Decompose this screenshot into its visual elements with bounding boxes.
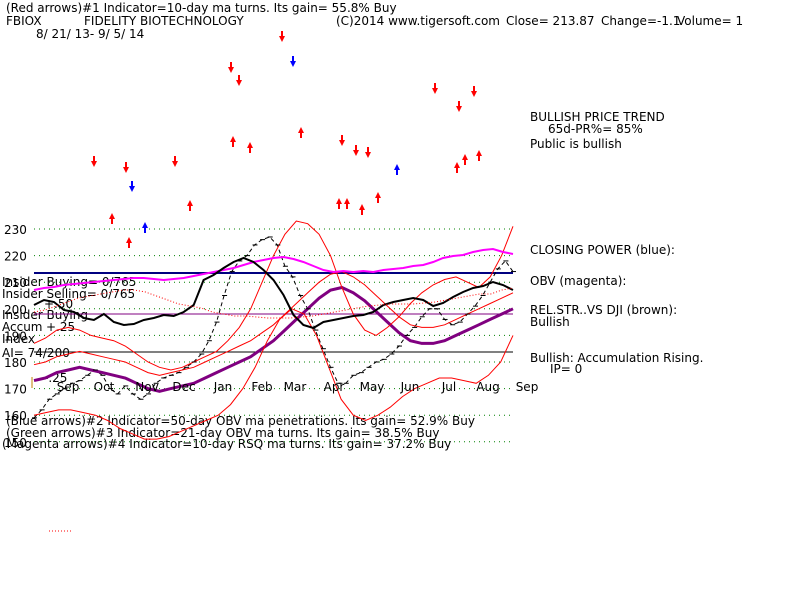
red-up-arrow bbox=[462, 154, 468, 165]
change-value: Change=-1.1 bbox=[601, 14, 681, 28]
red-down-arrow bbox=[471, 86, 477, 97]
y-tick-label: 150 bbox=[4, 436, 27, 450]
x-tick-label: Oct bbox=[94, 380, 115, 394]
indicator-4-text: (Magenta arrows)#4 Indicator=10-day RSQ … bbox=[2, 437, 452, 451]
x-tick-label: Mar bbox=[284, 380, 307, 394]
y-tick-label: 200 bbox=[4, 303, 27, 317]
trend-title: BULLISH PRICE TREND bbox=[530, 110, 665, 124]
red-down-arrow bbox=[172, 156, 178, 167]
indicator-3-text: (Green arrows)#3 Indicator=21-day OBV ma… bbox=[6, 426, 440, 440]
red-down-arrow bbox=[432, 83, 438, 94]
closing-power-line bbox=[33, 256, 514, 330]
y-tick-label: 220 bbox=[4, 250, 27, 264]
red-down-arrow bbox=[279, 31, 285, 42]
x-tick-label: Aug bbox=[476, 380, 499, 394]
x-tick-label: Apr bbox=[324, 380, 345, 394]
accum-label: Accum bbox=[2, 320, 43, 334]
x-tick-label: Jan bbox=[213, 380, 233, 394]
obv-label: OBV (magenta): bbox=[530, 274, 627, 288]
lower-band-line bbox=[33, 308, 514, 440]
blue-down-arrow bbox=[290, 56, 296, 67]
red-up-arrow bbox=[298, 127, 304, 138]
y-tick-label: 170 bbox=[4, 383, 27, 397]
inner-band-line bbox=[33, 271, 514, 376]
relstr-status: Bullish bbox=[530, 315, 570, 329]
volume-value: Volume= 1 bbox=[677, 14, 744, 28]
x-tick-label: Dec bbox=[172, 380, 195, 394]
red-down-arrow bbox=[365, 147, 371, 158]
red-up-arrow bbox=[109, 213, 115, 224]
x-tick-label: Jun bbox=[400, 380, 420, 394]
copyright: (C)2014 www.tigersoft.com bbox=[336, 14, 500, 28]
x-tick-label: Sep bbox=[516, 380, 539, 394]
date-range: 8/ 21/ 13- 9/ 5/ 14 bbox=[36, 27, 145, 41]
red-down-arrow bbox=[456, 101, 462, 112]
red-down-arrow bbox=[339, 135, 345, 146]
red-up-arrow bbox=[359, 204, 365, 215]
fund-name: FIDELITY BIOTECHNOLOGY bbox=[84, 14, 244, 28]
ai-value: AI= 74/200 bbox=[2, 346, 70, 360]
x-tick-label: Sep bbox=[57, 380, 80, 394]
plus25-label: +.25 bbox=[46, 320, 76, 334]
red-down-arrow bbox=[91, 156, 97, 167]
red-up-arrow bbox=[454, 162, 460, 173]
y-tick-label: 230 bbox=[4, 223, 27, 237]
red-down-arrow bbox=[353, 145, 359, 156]
y-tick-label: 180 bbox=[4, 356, 27, 370]
red-down-arrow bbox=[228, 62, 234, 73]
red-up-arrow bbox=[344, 198, 350, 209]
red-up-arrow bbox=[375, 192, 381, 203]
obv-line bbox=[33, 247, 514, 291]
red-down-arrow bbox=[236, 75, 242, 86]
y-tick-label: 160 bbox=[4, 409, 27, 423]
fund-symbol: FBIOX bbox=[6, 14, 42, 28]
indicator-1-text: (Red arrows)#1 Indicator=10-day ma turns… bbox=[6, 1, 397, 15]
red-up-arrow bbox=[187, 200, 193, 211]
blue-down-arrow bbox=[129, 181, 135, 192]
pr-value: 65d-PR%= 85% bbox=[548, 122, 643, 136]
red-up-arrow bbox=[230, 136, 236, 147]
price-series-line bbox=[33, 236, 514, 419]
y-tick-label: 190 bbox=[4, 329, 27, 343]
x-tick-label: Feb bbox=[251, 380, 272, 394]
insider-buying-2: Insider Buying bbox=[2, 308, 88, 322]
y-tick-label: 210 bbox=[4, 276, 27, 290]
red-up-arrow bbox=[476, 150, 482, 161]
relstr-dotted-line bbox=[33, 287, 514, 319]
red-up-arrow bbox=[126, 237, 132, 248]
x-tick-label: Jul bbox=[441, 380, 456, 394]
relstr-label: REL.STR..VS DJI (brown): bbox=[530, 303, 678, 317]
close-value: Close= 213.87 bbox=[506, 14, 595, 28]
indicator-2-text: (Blue arrows)#2 Indicator=50-day OBV ma … bbox=[6, 414, 475, 428]
accum-status: Bullish: Accumulation Rising. bbox=[530, 351, 704, 365]
blue-up-arrow bbox=[394, 164, 400, 175]
blue-up-arrow bbox=[142, 222, 148, 233]
x-tick-label: May bbox=[360, 380, 385, 394]
closing-power-label: CLOSING POWER (blue): bbox=[530, 243, 675, 257]
red-up-arrow bbox=[247, 142, 253, 153]
upper-band-line bbox=[33, 220, 514, 371]
x-tick-label: Nov bbox=[135, 380, 158, 394]
ip-value: IP= 0 bbox=[550, 362, 583, 376]
public-status: Public is bullish bbox=[530, 137, 622, 151]
red-up-arrow bbox=[336, 198, 342, 209]
index-label: Index bbox=[2, 332, 36, 346]
red-down-arrow bbox=[123, 162, 129, 173]
moving-average-line bbox=[33, 285, 514, 393]
